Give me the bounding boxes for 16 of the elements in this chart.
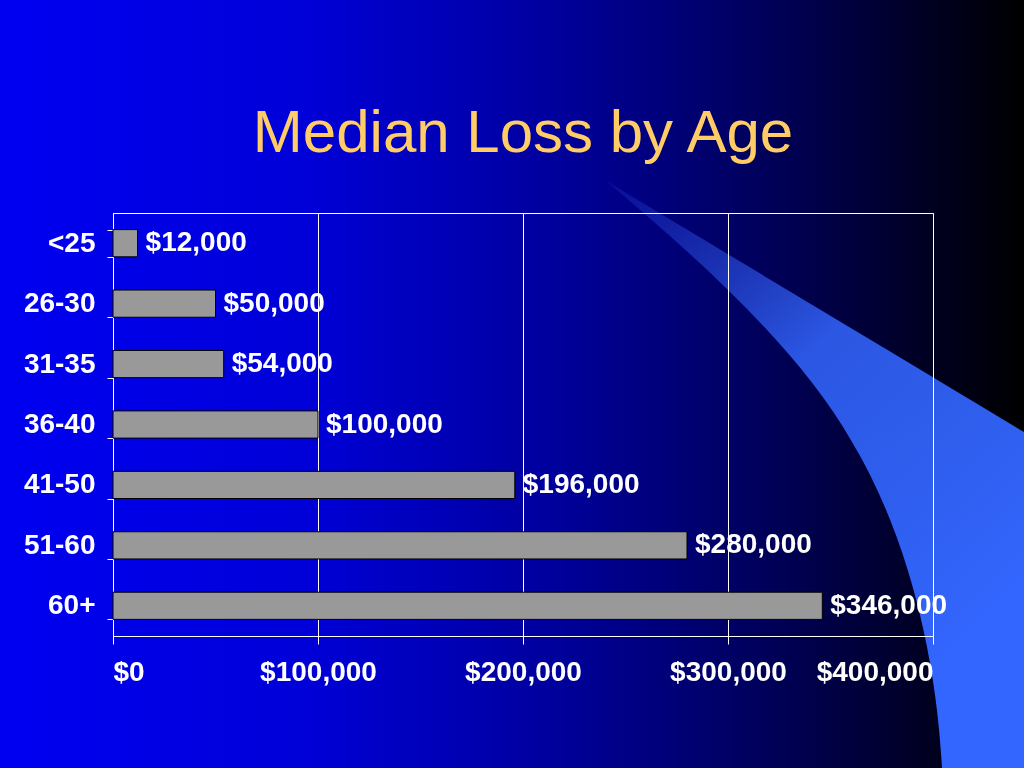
- chart-title: Median Loss by Age: [252, 98, 794, 165]
- data-label: $100,000: [326, 407, 443, 439]
- y-tick-label: <25: [48, 226, 96, 258]
- y-tick-label: 60+: [48, 589, 96, 621]
- x-tick-label: $0: [113, 655, 145, 687]
- y-tick-label: 41-50: [23, 468, 96, 500]
- y-tick-label: 51-60: [23, 528, 96, 560]
- x-tick-label: $200,000: [465, 655, 582, 687]
- x-tick-label: $400,000: [816, 655, 934, 687]
- y-tick-label: 36-40: [23, 408, 96, 439]
- data-label: $196,000: [522, 467, 640, 499]
- data-label: $12,000: [145, 226, 247, 258]
- x-tick-label: $100,000: [260, 655, 377, 687]
- y-tick-label: 31-35: [23, 347, 96, 379]
- x-tick-label: $300,000: [670, 655, 787, 687]
- y-tick-label: 26-30: [23, 287, 96, 319]
